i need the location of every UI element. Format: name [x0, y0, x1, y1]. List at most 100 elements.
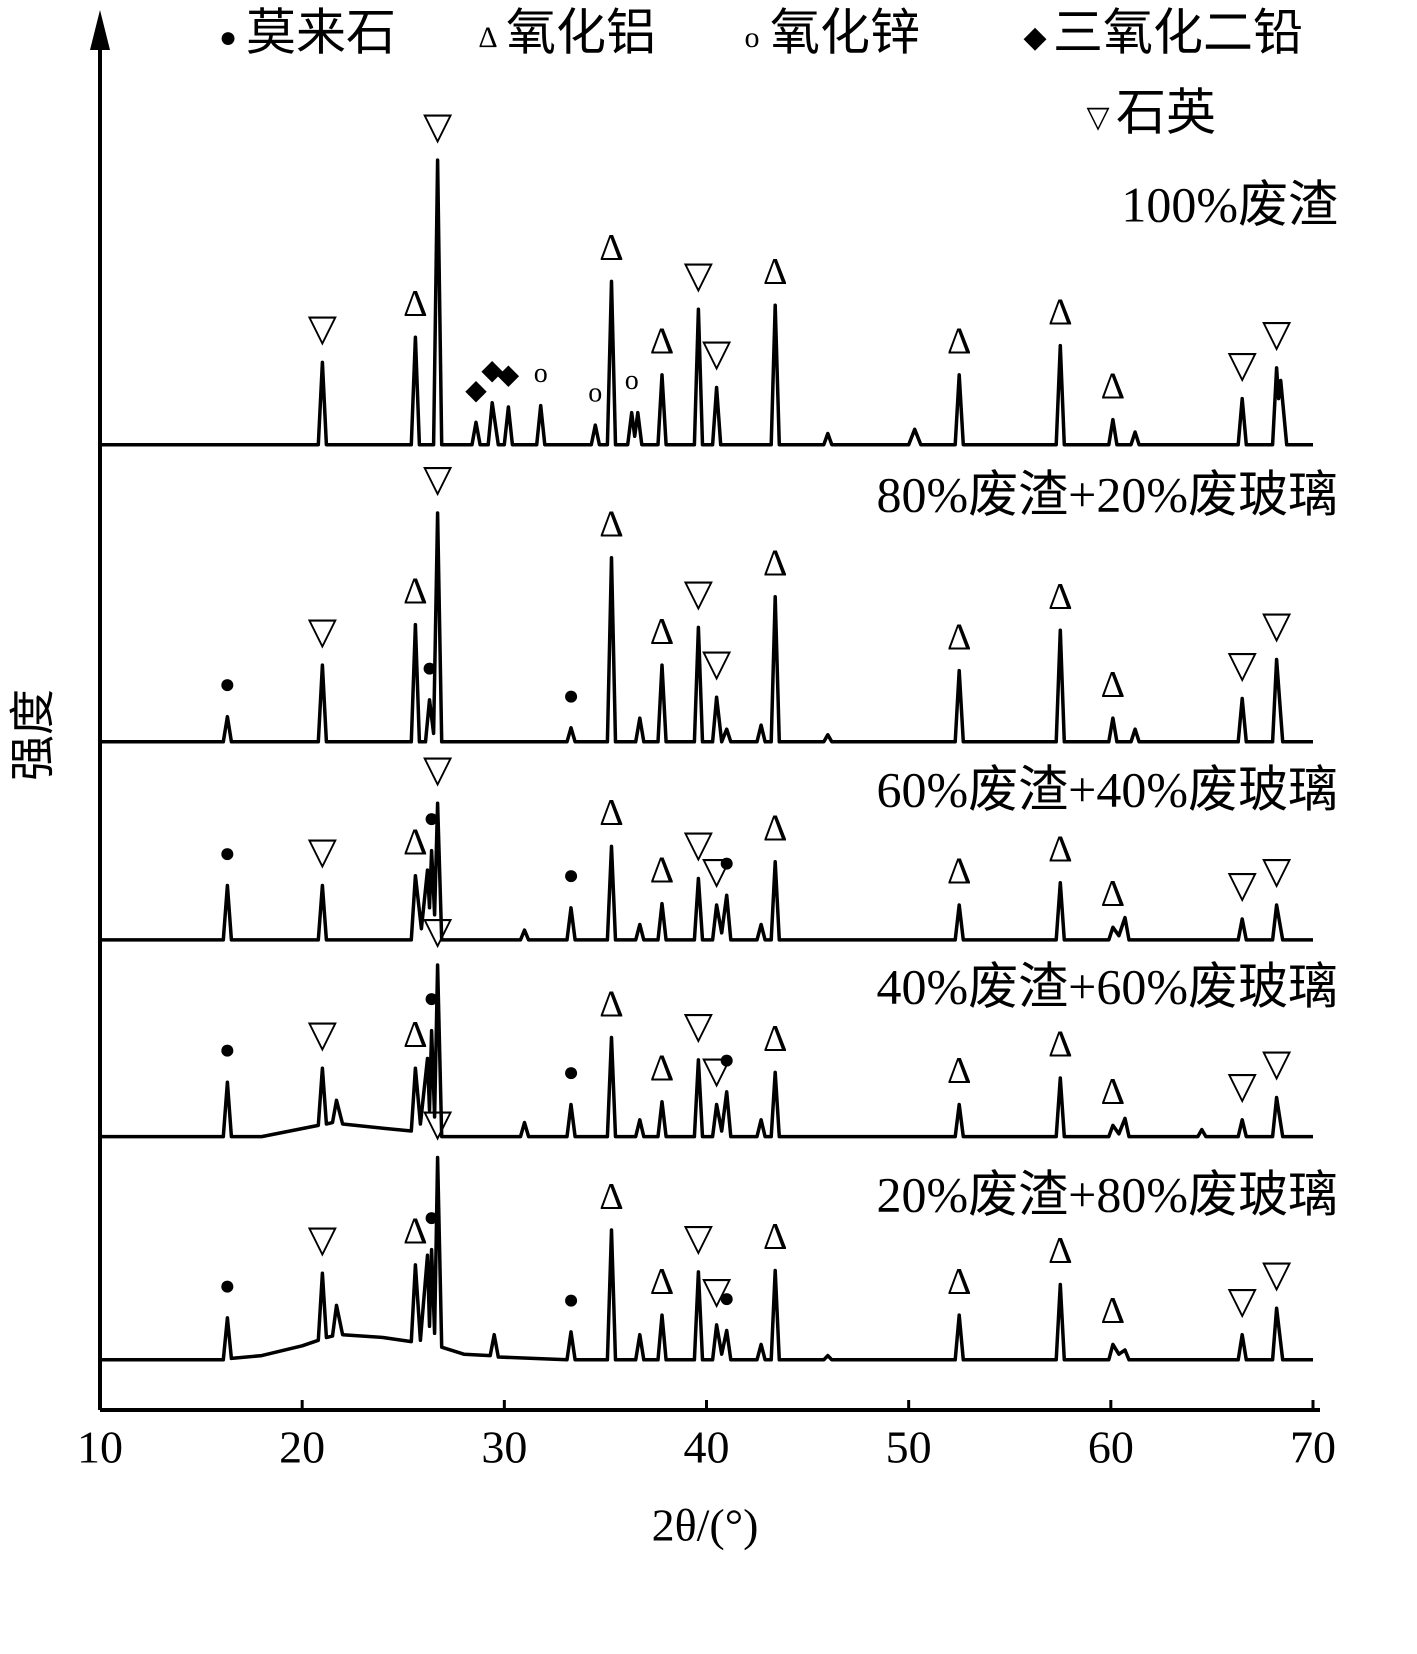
- phase-marker: Δ: [650, 849, 674, 891]
- phase-marker: ▽: [684, 573, 714, 615]
- phase-marker: ▽: [702, 1050, 732, 1092]
- phase-marker: Δ: [599, 792, 623, 834]
- legend-symbol: ◆: [1023, 21, 1046, 54]
- phase-marker: Δ: [1101, 664, 1125, 706]
- phase-marker: ▽: [308, 831, 338, 873]
- phase-marker: Δ: [947, 616, 971, 658]
- legend-symbol: Δ: [478, 21, 497, 54]
- phase-marker: ▽: [423, 911, 453, 953]
- phase-marker: ▽: [684, 255, 714, 297]
- phase-marker: o: [625, 365, 639, 396]
- y-axis-arrow: [90, 10, 110, 50]
- phase-marker: ▽: [1228, 344, 1258, 386]
- x-tick-label: 20: [279, 1422, 325, 1473]
- phase-marker: ●: [423, 1202, 440, 1233]
- phase-marker: Δ: [947, 1261, 971, 1303]
- phase-marker: Δ: [1048, 828, 1072, 870]
- phase-marker: Δ: [403, 283, 427, 325]
- x-tick-label: 70: [1290, 1422, 1336, 1473]
- series-label: 60%废渣+40%废玻璃: [877, 761, 1339, 817]
- phase-marker: ▽: [1262, 1254, 1292, 1296]
- phase-marker: Δ: [403, 821, 427, 863]
- phase-marker: Δ: [650, 321, 674, 363]
- phase-marker: Δ: [403, 1014, 427, 1056]
- legend-symbol: ▽: [1086, 101, 1109, 134]
- phase-marker: Δ: [1101, 365, 1125, 407]
- phase-marker: ▽: [308, 1219, 338, 1261]
- phase-marker: Δ: [403, 570, 427, 612]
- phase-marker: ●: [423, 983, 440, 1014]
- series-label: 80%废渣+20%废玻璃: [877, 466, 1339, 522]
- phase-marker: Δ: [1048, 576, 1072, 618]
- phase-marker: ▽: [423, 1103, 453, 1145]
- series-label: 100%废渣: [1121, 176, 1338, 232]
- x-tick-label: 10: [77, 1422, 123, 1473]
- phase-marker: ▽: [1262, 314, 1292, 356]
- phase-marker: ▽: [423, 459, 453, 501]
- phase-marker: ◆: [481, 355, 503, 386]
- phase-marker: Δ: [763, 1216, 787, 1258]
- xrd-curve: [100, 158, 1313, 447]
- phase-marker: ▽: [702, 643, 732, 685]
- phase-marker: Δ: [763, 542, 787, 584]
- phase-marker: ●: [718, 1283, 735, 1314]
- phase-marker: ●: [718, 848, 735, 879]
- phase-marker: ●: [219, 1035, 236, 1066]
- phase-marker: ▽: [684, 824, 714, 866]
- phase-marker: Δ: [1101, 1071, 1125, 1113]
- phase-marker: Δ: [947, 321, 971, 363]
- phase-marker: Δ: [650, 1261, 674, 1303]
- legend-label: 氧化铝: [506, 4, 656, 60]
- legend-label: 氧化锌: [770, 4, 920, 60]
- phase-marker: ●: [219, 1270, 236, 1301]
- phase-marker: Δ: [650, 1047, 674, 1089]
- phase-marker: ▽: [684, 1218, 714, 1260]
- phase-marker: Δ: [947, 1050, 971, 1092]
- xrd-curve: [100, 1155, 1313, 1362]
- xrd-curve: [100, 511, 1313, 744]
- phase-marker: ◆: [498, 359, 520, 390]
- phase-marker: ▽: [423, 106, 453, 148]
- phase-marker: Δ: [599, 983, 623, 1025]
- phase-marker: ▽: [1228, 644, 1258, 686]
- phase-marker: Δ: [1048, 1230, 1072, 1272]
- series-label: 40%废渣+60%废玻璃: [877, 958, 1339, 1014]
- phase-marker: Δ: [1048, 291, 1072, 333]
- phase-marker: ●: [563, 860, 580, 891]
- phase-marker: ▽: [1228, 1280, 1258, 1322]
- phase-marker: ▽: [702, 1271, 732, 1313]
- xrd-curve: [100, 963, 1313, 1139]
- phase-marker: ●: [563, 1057, 580, 1088]
- phase-marker: ▽: [308, 308, 338, 350]
- x-tick-label: 30: [481, 1422, 527, 1473]
- phase-marker: ●: [219, 838, 236, 869]
- legend-label: 石英: [1116, 84, 1216, 140]
- phase-marker: Δ: [403, 1211, 427, 1253]
- phase-marker: ▽: [308, 1014, 338, 1056]
- phase-marker: ●: [421, 652, 438, 683]
- legend-label: 三氧化二铅: [1053, 4, 1303, 60]
- phase-marker: ▽: [684, 1006, 714, 1048]
- phase-marker: Δ: [650, 611, 674, 653]
- legend-symbol: ●: [219, 21, 237, 54]
- phase-marker: ●: [219, 669, 236, 700]
- phase-marker: ▽: [1262, 1043, 1292, 1085]
- phase-marker: Δ: [763, 251, 787, 293]
- phase-marker: ▽: [1262, 605, 1292, 647]
- xrd-curve: [100, 801, 1313, 942]
- phase-marker: ▽: [702, 851, 732, 893]
- phase-marker: Δ: [763, 807, 787, 849]
- x-axis-label: 2θ/(°): [652, 1500, 759, 1551]
- phase-marker: Δ: [947, 851, 971, 893]
- legend-label: 莫来石: [246, 4, 396, 60]
- phase-marker: Δ: [1101, 873, 1125, 915]
- phase-marker: Δ: [1101, 1290, 1125, 1332]
- series-label: 20%废渣+80%废玻璃: [877, 1166, 1339, 1222]
- phase-marker: ▽: [423, 749, 453, 791]
- phase-marker: ◆: [465, 375, 487, 406]
- phase-marker: ▽: [1228, 865, 1258, 907]
- phase-marker: o: [534, 358, 548, 389]
- legend-symbol: o: [745, 21, 760, 54]
- phase-marker: o: [588, 378, 602, 409]
